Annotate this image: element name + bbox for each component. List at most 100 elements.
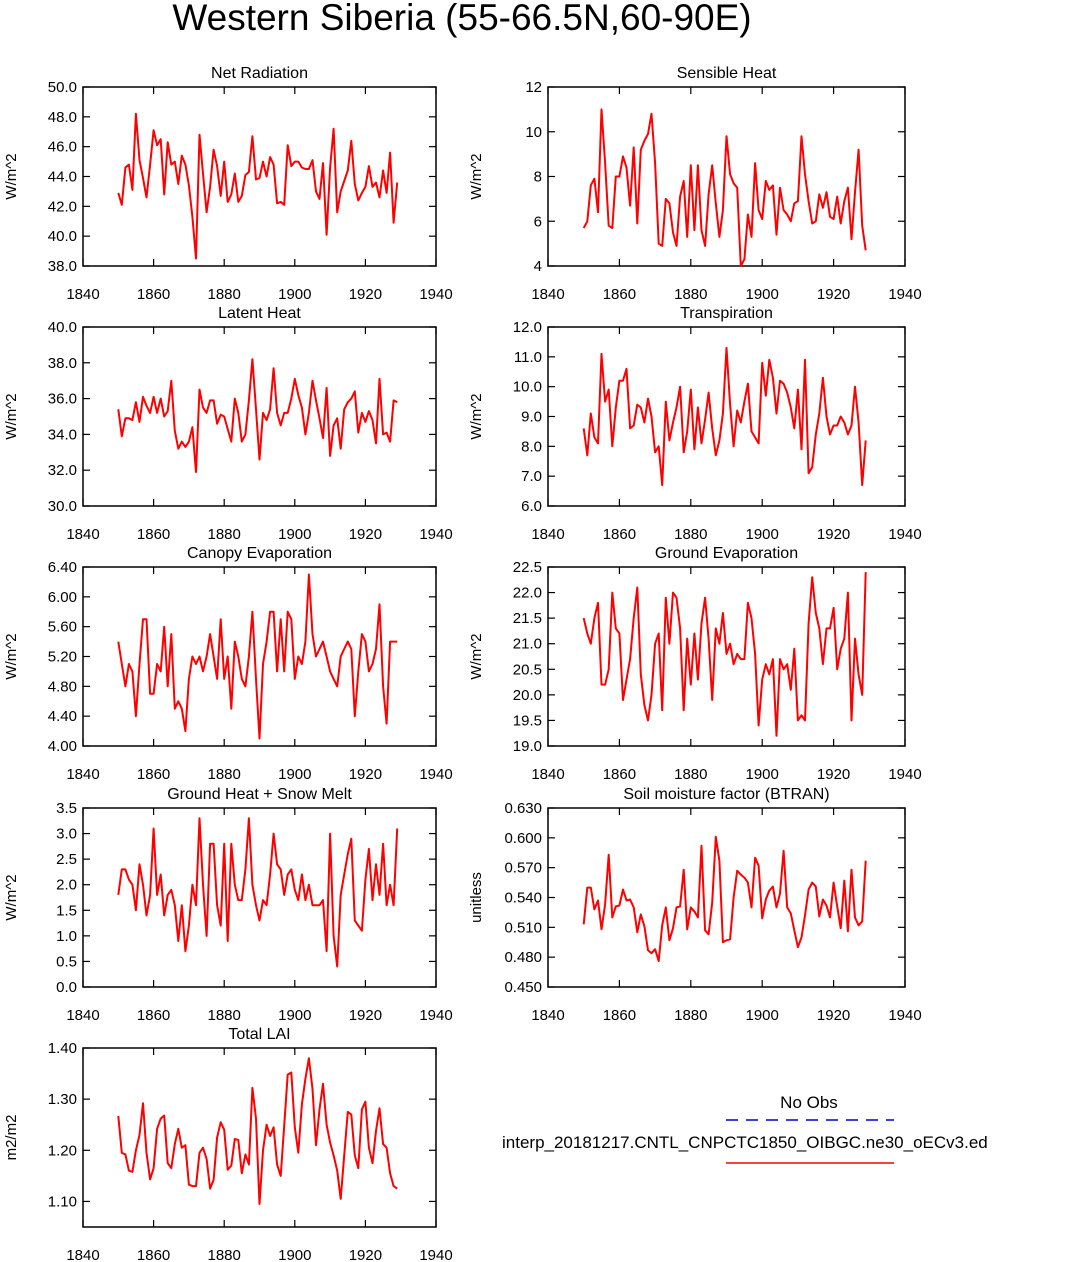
- latent-heat-xtick-label: 1940: [419, 526, 452, 543]
- net-radiation-xtick-label: 1900: [278, 286, 311, 303]
- latent-heat-ylabel: W/m^2: [3, 393, 20, 439]
- canopy-evaporation-ytick-label: 5.60: [48, 619, 77, 636]
- transpiration-xtick-label: 1920: [817, 526, 850, 543]
- ground-heat-snow-melt-ytick-label: 3.0: [56, 826, 77, 843]
- sensible-heat-ytick-label: 12: [525, 79, 542, 96]
- legend: No Obs interp_20181217.CNTL_CNPCTC1850_O…: [502, 1093, 988, 1164]
- sensible-heat-xtick-label: 1840: [531, 286, 564, 303]
- net-radiation-ytick-label: 38.0: [48, 258, 77, 275]
- net-radiation-ytick-label: 44.0: [48, 169, 77, 186]
- ground-evaporation-xtick-label: 1840: [531, 766, 564, 783]
- latent-heat-xtick-label: 1920: [349, 526, 382, 543]
- soil-moisture-factor-btran-ytick-label: 0.570: [504, 860, 542, 877]
- ground-heat-snow-melt-ytick-label: 2.5: [56, 851, 77, 868]
- sensible-heat-ylabel: W/m^2: [468, 153, 485, 199]
- soil-moisture-factor-btran-xtick-label: 1860: [603, 1007, 636, 1024]
- total-lai-title: Total LAI: [228, 1026, 290, 1043]
- canopy-evaporation-ytick-label: 6.00: [48, 589, 77, 606]
- transpiration-xtick-label: 1880: [674, 526, 707, 543]
- latent-heat-plot-frame: [82, 326, 437, 507]
- latent-heat-xtick-label: 1880: [208, 526, 241, 543]
- latent-heat-xtick-label: 1840: [66, 526, 99, 543]
- transpiration-ytick-label: 11.0: [514, 349, 542, 366]
- ground-heat-snow-melt-xtick-label: 1900: [278, 1007, 311, 1024]
- sensible-heat-ytick-label: 4: [534, 258, 542, 275]
- latent-heat-ytick-label: 32.0: [48, 462, 77, 479]
- latent-heat-title: Latent Heat: [218, 305, 301, 322]
- ground-evaporation-xtick-label: 1920: [817, 766, 850, 783]
- soil-moisture-factor-btran-ytick-label: 0.480: [504, 949, 542, 966]
- net-radiation-xtick-label: 1860: [137, 286, 170, 303]
- sensible-heat-xtick-label: 1880: [674, 286, 707, 303]
- sensible-heat-xtick-label: 1940: [888, 286, 921, 303]
- ground-evaporation-ytick-label: 19.0: [513, 738, 542, 755]
- latent-heat-xtick-label: 1860: [137, 526, 170, 543]
- transpiration-ytick-label: 8.0: [521, 438, 542, 455]
- legend-model-label: interp_20181217.CNTL_CNPCTC1850_OIBGC.ne…: [502, 1133, 988, 1152]
- canopy-evaporation-xtick-label: 1860: [137, 766, 170, 783]
- ground-heat-snow-melt-xtick-label: 1940: [419, 1007, 452, 1024]
- total-lai-xtick-label: 1880: [208, 1247, 241, 1262]
- canopy-evaporation-ytick-label: 6.40: [48, 559, 77, 576]
- soil-moisture-factor-btran-plot-frame: [547, 807, 906, 988]
- total-lai-xtick-label: 1840: [66, 1247, 99, 1262]
- net-radiation-ytick-label: 40.0: [48, 228, 77, 245]
- canopy-evaporation-series-line: [117, 573, 398, 740]
- sensible-heat-ytick-label: 10: [525, 124, 542, 141]
- net-radiation-ytick-label: 50.0: [48, 79, 77, 96]
- sensible-heat-xtick-label: 1900: [746, 286, 779, 303]
- ground-heat-snow-melt-ytick-label: 3.5: [56, 800, 77, 817]
- panel-canopy-evaporation: Canopy Evaporation W/m^2 1840 1860 1880 1900 1…: [3, 545, 453, 783]
- total-lai-ylabel: m2/m2: [3, 1115, 20, 1161]
- latent-heat-ytick-label: 30.0: [48, 498, 77, 515]
- sensible-heat-series-line: [582, 108, 867, 267]
- transpiration-series-line: [582, 346, 867, 487]
- net-radiation-xtick-label: 1840: [66, 286, 99, 303]
- net-radiation-xtick-label: 1940: [419, 286, 452, 303]
- ground-evaporation-ylabel: W/m^2: [468, 633, 485, 679]
- transpiration-ytick-label: 10.0: [513, 379, 542, 396]
- panel-total-lai: Total LAI m2/m2 1840 1860 1880 1900 1920 1940 1.…: [3, 1026, 453, 1262]
- canopy-evaporation-xtick-label: 1940: [419, 766, 452, 783]
- net-radiation-ytick-label: 46.0: [48, 139, 77, 156]
- transpiration-ytick-label: 6.0: [521, 498, 542, 515]
- total-lai-series-line: [117, 1057, 398, 1205]
- soil-moisture-factor-btran-ytick-label: 0.450: [504, 979, 542, 996]
- transpiration-xtick-label: 1940: [888, 526, 921, 543]
- ground-heat-snow-melt-title: Ground Heat + Snow Melt: [167, 786, 352, 803]
- total-lai-xtick-label: 1900: [278, 1247, 311, 1262]
- ground-evaporation-title: Ground Evaporation: [655, 545, 798, 562]
- total-lai-xtick-label: 1940: [419, 1247, 452, 1262]
- sensible-heat-ytick-label: 6: [534, 213, 542, 230]
- soil-moisture-factor-btran-xtick-label: 1880: [674, 1007, 707, 1024]
- canopy-evaporation-ytick-label: 5.20: [48, 649, 77, 666]
- soil-moisture-factor-btran-title: Soil moisture factor (BTRAN): [623, 786, 829, 803]
- transpiration-title: Transpiration: [680, 305, 773, 322]
- latent-heat-ytick-label: 40.0: [48, 319, 77, 336]
- total-lai-ytick-label: 1.10: [48, 1193, 77, 1210]
- ground-heat-snow-melt-ytick-label: 1.5: [56, 902, 77, 919]
- ground-evaporation-xtick-label: 1940: [888, 766, 921, 783]
- latent-heat-ytick-label: 34.0: [48, 426, 77, 443]
- panel-ground-evaporation: Ground Evaporation W/m^2 1840 1860 1880 1900 1…: [468, 545, 922, 783]
- ground-heat-snow-melt-xtick-label: 1840: [66, 1007, 99, 1024]
- ground-heat-snow-melt-ytick-label: 1.0: [56, 928, 77, 945]
- ground-evaporation-ytick-label: 22.5: [513, 559, 542, 576]
- canopy-evaporation-title: Canopy Evaporation: [187, 545, 332, 562]
- total-lai-ytick-label: 1.40: [48, 1040, 77, 1057]
- net-radiation-xtick-label: 1920: [349, 286, 382, 303]
- figure-title: Western Siberia (55-66.5N,60-90E): [172, 0, 751, 38]
- soil-moisture-factor-btran-xtick-label: 1940: [888, 1007, 921, 1024]
- sensible-heat-title: Sensible Heat: [677, 65, 777, 82]
- transpiration-xtick-label: 1900: [746, 526, 779, 543]
- latent-heat-ytick-label: 36.0: [48, 391, 77, 408]
- ground-evaporation-ytick-label: 20.5: [513, 661, 542, 678]
- sensible-heat-xtick-label: 1920: [817, 286, 850, 303]
- ground-heat-snow-melt-ytick-label: 0.5: [56, 953, 77, 970]
- ground-evaporation-ytick-label: 21.5: [513, 610, 542, 627]
- ground-heat-snow-melt-xtick-label: 1880: [208, 1007, 241, 1024]
- ground-evaporation-ytick-label: 21.0: [513, 636, 542, 653]
- ground-evaporation-xtick-label: 1880: [674, 766, 707, 783]
- panel-latent-heat: Latent Heat W/m^2 1840 1860 1880 1900 1920 1940…: [3, 305, 453, 543]
